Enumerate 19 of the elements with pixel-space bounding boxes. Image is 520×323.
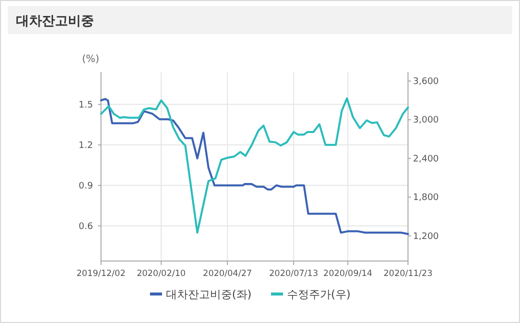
x-tick-label: 2019/12/02 bbox=[76, 269, 126, 279]
y2-tick-label: 3,000 bbox=[413, 116, 440, 126]
x-tick-label: 2020/09/14 bbox=[323, 269, 372, 279]
y2-tick-label: 1,200 bbox=[413, 232, 440, 242]
x-tick-label: 2020/11/23 bbox=[384, 269, 432, 279]
y-tick-label: 1.2 bbox=[78, 140, 93, 151]
x-tick-label: 2020/02/10 bbox=[136, 269, 186, 279]
y-tick-label: 0.6 bbox=[78, 222, 94, 232]
x-tick-label: 2020/07/13 bbox=[269, 269, 318, 279]
y-tick-label: 1.5 bbox=[78, 100, 93, 110]
y2-tick-label: 3,600 bbox=[413, 77, 440, 88]
legend-label: 대차잔고비중(좌) bbox=[166, 288, 252, 301]
y-tick-label: 0.9 bbox=[78, 181, 94, 192]
x-tick-label: 2020/04/27 bbox=[202, 269, 252, 279]
y-axis-title: (%) bbox=[82, 54, 100, 65]
title: 대차잔고비중 bbox=[16, 14, 94, 29]
legend-label: 수정주가(우) bbox=[287, 288, 351, 301]
y2-tick-label: 2,400 bbox=[413, 154, 440, 164]
y2-tick-label: 1,800 bbox=[413, 193, 440, 204]
